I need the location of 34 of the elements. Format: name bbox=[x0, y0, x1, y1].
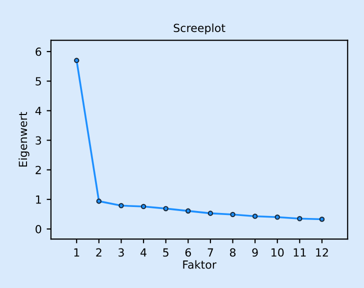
point bbox=[186, 208, 191, 214]
y-tick-label: 1 bbox=[36, 196, 41, 204]
x-tick-label: 9 bbox=[252, 248, 258, 257]
x-tick-label: 1 bbox=[74, 248, 80, 257]
point bbox=[252, 214, 258, 219]
point bbox=[96, 198, 102, 204]
x-tick-label: 6 bbox=[185, 248, 191, 257]
point bbox=[140, 204, 146, 210]
point bbox=[118, 202, 124, 208]
x-tick-label: 8 bbox=[230, 248, 236, 257]
y-tick-label: 3 bbox=[36, 136, 42, 145]
point bbox=[74, 58, 80, 64]
x-tick-label: 11 bbox=[294, 248, 306, 257]
x-tick-label: 10 bbox=[272, 248, 284, 257]
point bbox=[297, 216, 302, 222]
point bbox=[230, 212, 236, 218]
x-tick-label: 2 bbox=[96, 248, 102, 257]
x-tick-label: 7 bbox=[208, 248, 214, 257]
y-axis-title: Eigenwert bbox=[18, 112, 30, 167]
x-axis-title: Faktor bbox=[183, 260, 216, 269]
y-tick-label: 5 bbox=[36, 77, 41, 86]
y-tick-label: 4 bbox=[35, 106, 42, 115]
point bbox=[319, 216, 325, 222]
x-tick-label: 3 bbox=[118, 248, 124, 257]
point bbox=[163, 206, 168, 212]
point bbox=[208, 210, 214, 216]
y-tick-label: 6 bbox=[36, 48, 42, 56]
point bbox=[274, 214, 280, 220]
y-tick-label: 0 bbox=[36, 224, 42, 234]
x-tick-label: 12 bbox=[316, 248, 328, 257]
x-tick-label: 5 bbox=[163, 248, 168, 257]
x-tick-label: 4 bbox=[140, 248, 146, 257]
y-tick-label: 2 bbox=[36, 166, 41, 174]
chart-title: Screeplot bbox=[174, 24, 226, 34]
